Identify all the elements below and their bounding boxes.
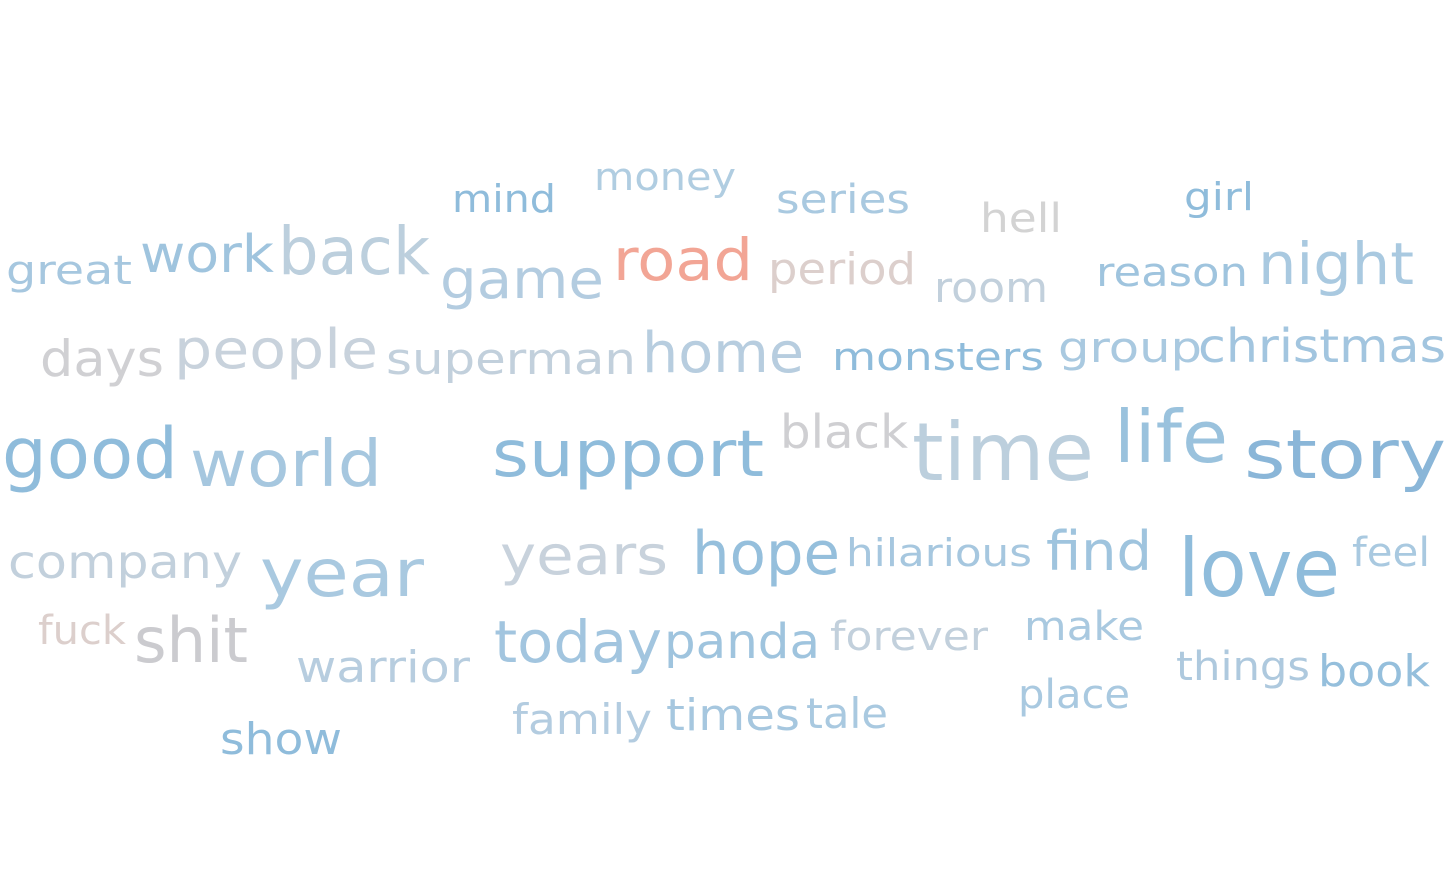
word-support: support [492, 418, 764, 492]
word-hell: hell [980, 196, 1062, 242]
word-warrior: warrior [296, 642, 471, 693]
word-days: days [40, 330, 164, 388]
word-world: world [190, 428, 382, 502]
word-feel: feel [1352, 530, 1430, 576]
word-year: year [260, 535, 425, 612]
word-game: game [440, 248, 604, 311]
word-home: home [642, 321, 804, 386]
word-good: good [2, 413, 178, 495]
word-make: make [1024, 604, 1144, 650]
word-story: story [1244, 416, 1446, 495]
word-company: company [8, 535, 242, 589]
word-things: things [1176, 644, 1310, 690]
word-black: black [780, 405, 908, 459]
word-night: night [1258, 230, 1414, 298]
word-great: great [6, 248, 132, 294]
word-mind: mind [452, 177, 556, 221]
word-fuck: fuck [38, 608, 127, 654]
word-money: money [594, 155, 736, 199]
word-work: work [140, 225, 274, 285]
word-tale: tale [806, 689, 888, 738]
word-time: time [912, 406, 1094, 499]
word-panda: panda [664, 614, 820, 670]
word-group: group [1058, 323, 1202, 372]
word-reason: reason [1096, 250, 1248, 296]
word-hope: hope [692, 519, 840, 589]
word-back: back [278, 213, 431, 290]
word-life: life [1114, 395, 1228, 479]
word-times: times [666, 690, 800, 741]
word-series: series [776, 177, 910, 223]
word-room: room [934, 263, 1048, 312]
word-girl: girl [1184, 175, 1254, 219]
word-shit: shit [134, 604, 248, 677]
word-years: years [500, 524, 668, 587]
word-christmas: christmas [1198, 319, 1446, 373]
word-superman: superman [386, 334, 636, 385]
word-show: show [220, 714, 342, 765]
word-find: find [1046, 520, 1152, 583]
word-book: book [1318, 646, 1431, 697]
word-hilarious: hilarious [846, 531, 1032, 575]
word-monsters: monsters [832, 335, 1044, 379]
word-forever: forever [830, 614, 989, 660]
word-love: love [1178, 522, 1340, 615]
word-period: period [768, 244, 916, 295]
word-place: place [1018, 672, 1130, 718]
word-today: today [494, 608, 662, 676]
word-people: people [174, 318, 378, 381]
word-family: family [512, 695, 652, 744]
word-road: road [613, 226, 753, 294]
